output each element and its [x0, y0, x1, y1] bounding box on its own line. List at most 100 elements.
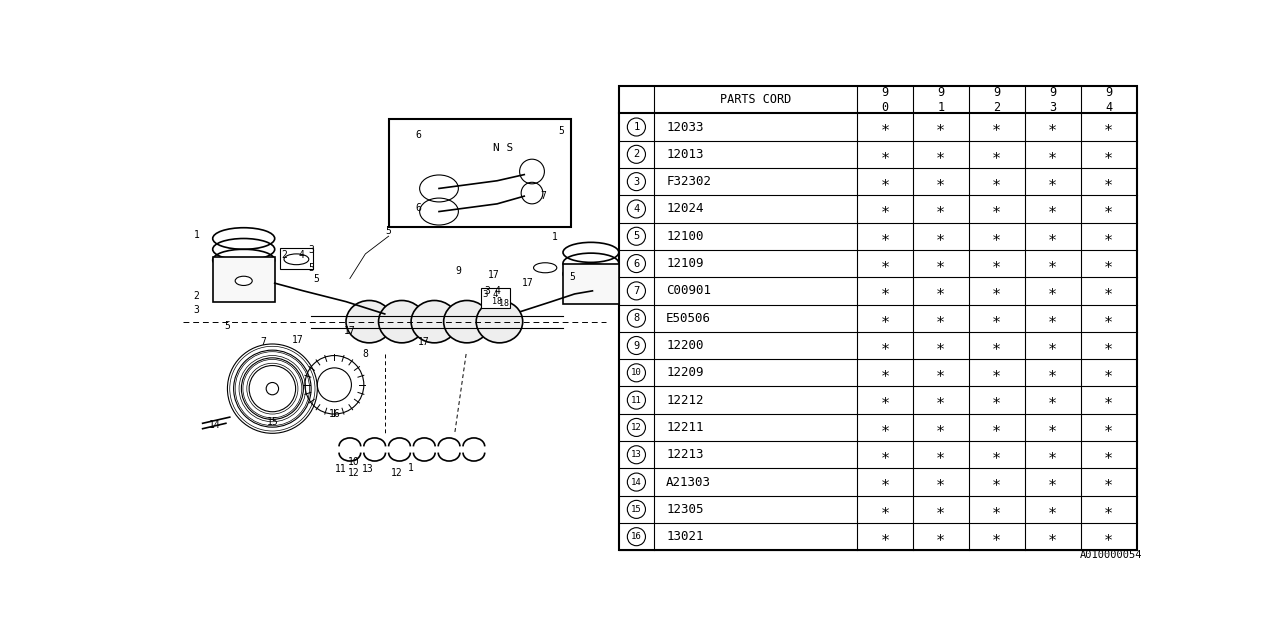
Text: ∗: ∗ — [992, 310, 1001, 326]
Text: ∗: ∗ — [936, 147, 946, 162]
Text: 3: 3 — [193, 305, 200, 315]
Text: ∗: ∗ — [992, 365, 1001, 380]
Text: ∗: ∗ — [881, 310, 890, 326]
Bar — [280, 248, 312, 269]
Text: 9
3: 9 3 — [1050, 86, 1056, 114]
Text: 12100: 12100 — [666, 230, 704, 243]
Text: ∗: ∗ — [1103, 202, 1114, 216]
Text: 15: 15 — [266, 417, 278, 427]
Text: 12200: 12200 — [666, 339, 704, 352]
Text: ∗: ∗ — [1048, 365, 1057, 380]
Text: 17: 17 — [292, 335, 303, 345]
Text: ∗: ∗ — [881, 475, 890, 490]
Text: ∗: ∗ — [1103, 392, 1114, 408]
Text: ∗: ∗ — [936, 174, 946, 189]
Text: 5: 5 — [224, 321, 230, 330]
Text: ∗: ∗ — [881, 420, 890, 435]
Text: 7: 7 — [634, 286, 640, 296]
Bar — [389, 119, 571, 227]
Text: ∗: ∗ — [992, 447, 1001, 462]
Text: 4: 4 — [298, 250, 303, 260]
Text: ∗: ∗ — [1048, 392, 1057, 408]
Bar — [563, 264, 618, 304]
Text: 12033: 12033 — [666, 120, 704, 134]
Text: 3: 3 — [483, 290, 488, 300]
Text: ∗: ∗ — [1048, 529, 1057, 544]
Text: 1: 1 — [407, 463, 413, 473]
Text: ∗: ∗ — [992, 284, 1001, 298]
Text: 9
2: 9 2 — [993, 86, 1000, 114]
Text: ∗: ∗ — [1103, 310, 1114, 326]
Text: ∗: ∗ — [936, 392, 946, 408]
Text: 14: 14 — [209, 420, 220, 430]
Text: ∗: ∗ — [1048, 502, 1057, 517]
Text: 5: 5 — [558, 125, 564, 136]
Text: 10: 10 — [348, 457, 360, 467]
Text: 11: 11 — [631, 396, 641, 404]
Bar — [618, 86, 1137, 550]
Text: 12109: 12109 — [666, 257, 704, 270]
Text: ∗: ∗ — [936, 420, 946, 435]
Text: ∗: ∗ — [1048, 228, 1057, 244]
Text: 12305: 12305 — [666, 503, 704, 516]
Text: 2: 2 — [193, 291, 200, 301]
Text: 7: 7 — [540, 191, 547, 201]
Text: 8: 8 — [362, 349, 369, 359]
Text: 3: 3 — [308, 245, 314, 255]
Text: 15: 15 — [631, 505, 641, 514]
Text: 4: 4 — [492, 290, 498, 300]
Text: ∗: ∗ — [1103, 284, 1114, 298]
Ellipse shape — [444, 301, 490, 343]
Text: ∗: ∗ — [1048, 174, 1057, 189]
Text: 4: 4 — [634, 204, 640, 214]
Text: 16: 16 — [329, 409, 340, 419]
Text: 9
4: 9 4 — [1105, 86, 1112, 114]
Text: 9
1: 9 1 — [937, 86, 945, 114]
Text: ∗: ∗ — [992, 174, 1001, 189]
Text: ∗: ∗ — [992, 529, 1001, 544]
Text: ∗: ∗ — [936, 475, 946, 490]
Text: 3: 3 — [484, 286, 490, 296]
Text: A010000054: A010000054 — [1080, 550, 1143, 561]
Text: ∗: ∗ — [1103, 447, 1114, 462]
Text: 12212: 12212 — [666, 394, 704, 406]
Text: 12: 12 — [390, 468, 402, 478]
Text: ∗: ∗ — [1048, 120, 1057, 134]
Text: ∗: ∗ — [881, 447, 890, 462]
Text: ∗: ∗ — [1103, 256, 1114, 271]
Bar — [481, 288, 511, 308]
Text: ∗: ∗ — [936, 447, 946, 462]
Text: ∗: ∗ — [881, 502, 890, 517]
Text: 17: 17 — [417, 337, 429, 348]
Text: ∗: ∗ — [881, 365, 890, 380]
Text: ∗: ∗ — [1103, 338, 1114, 353]
Text: ∗: ∗ — [881, 338, 890, 353]
Ellipse shape — [476, 301, 522, 343]
Text: 5: 5 — [308, 263, 314, 273]
Text: 12013: 12013 — [666, 148, 704, 161]
Text: ∗: ∗ — [992, 338, 1001, 353]
Text: 1: 1 — [552, 232, 558, 242]
Text: 12: 12 — [348, 468, 360, 478]
Text: ∗: ∗ — [881, 202, 890, 216]
Text: ∗: ∗ — [1048, 202, 1057, 216]
Text: 18: 18 — [499, 299, 509, 308]
Ellipse shape — [284, 254, 308, 265]
Text: 8: 8 — [634, 313, 640, 323]
Text: ∗: ∗ — [1048, 447, 1057, 462]
Text: ∗: ∗ — [936, 338, 946, 353]
Text: ∗: ∗ — [936, 365, 946, 380]
Text: ∗: ∗ — [1103, 420, 1114, 435]
Text: ∗: ∗ — [881, 228, 890, 244]
Text: 3: 3 — [634, 177, 640, 187]
Text: ∗: ∗ — [1103, 475, 1114, 490]
Text: F32302: F32302 — [666, 175, 712, 188]
Text: 12213: 12213 — [666, 448, 704, 461]
Text: 13: 13 — [362, 465, 374, 474]
Text: 1: 1 — [634, 122, 640, 132]
Text: ∗: ∗ — [992, 147, 1001, 162]
Text: 13: 13 — [631, 451, 641, 460]
Text: ∗: ∗ — [1103, 365, 1114, 380]
Text: ∗: ∗ — [1048, 475, 1057, 490]
Text: 5: 5 — [570, 272, 575, 282]
